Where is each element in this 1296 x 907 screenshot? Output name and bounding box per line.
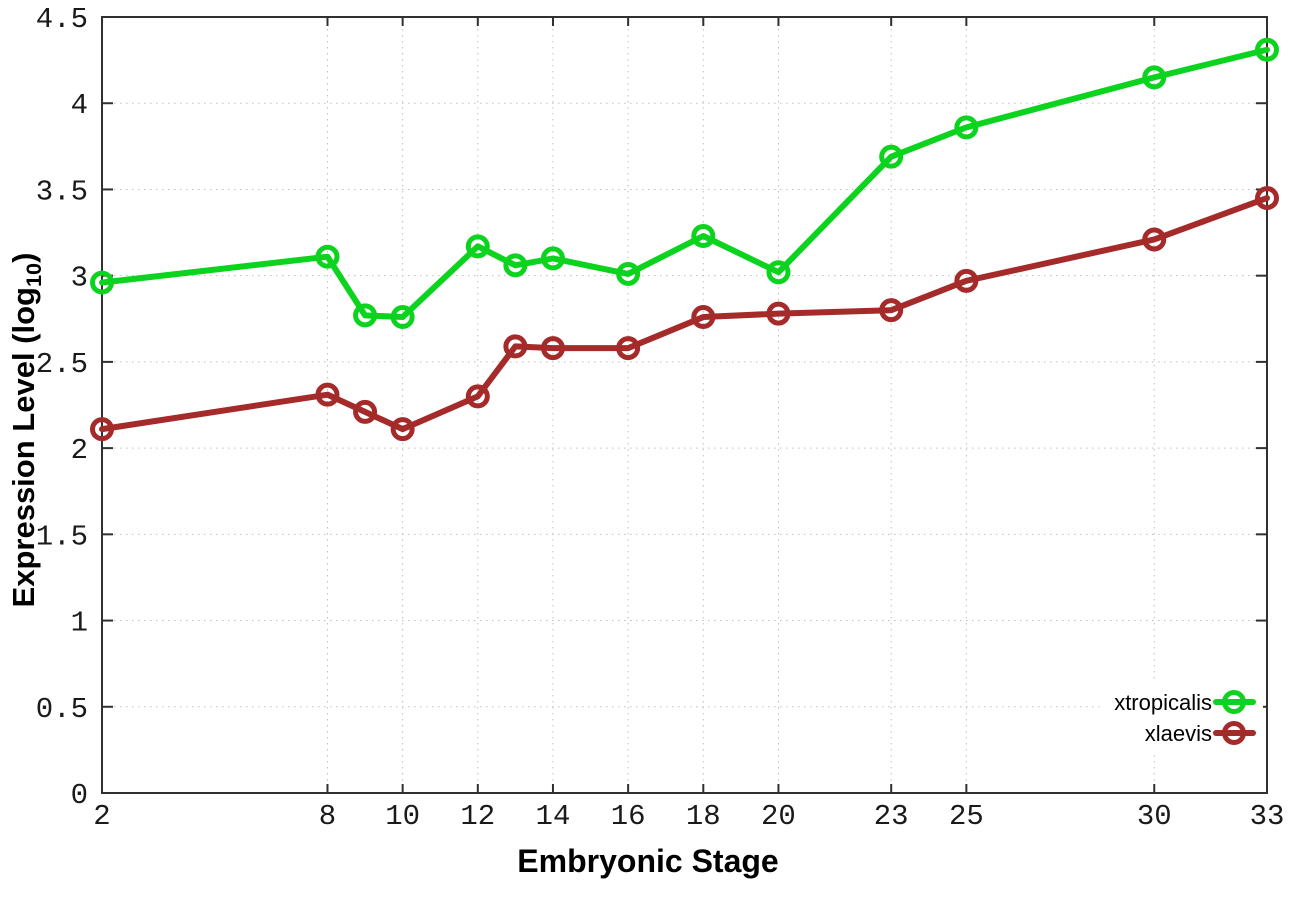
series-xtropicalis-marker (691, 224, 716, 249)
y-tick-label: 3.5 (36, 175, 88, 208)
series-xlaevis-marker (879, 298, 904, 323)
series-xlaevis-marker (540, 336, 565, 361)
legend-marker-xlaevis (1222, 721, 1246, 745)
x-tick-label: 8 (319, 800, 336, 833)
series-xtropicalis-marker (616, 261, 641, 286)
y-tick-label: 1.5 (36, 520, 88, 553)
y-tick-label: 4 (71, 89, 88, 122)
x-tick-label: 23 (874, 800, 909, 833)
x-tick-label: 10 (385, 800, 420, 833)
series-xlaevis-marker (90, 417, 114, 442)
y-tick-label: 1 (71, 607, 88, 640)
x-tick-label: 25 (949, 800, 984, 833)
y-tick-label: 0 (71, 779, 88, 812)
series-xtropicalis-marker (315, 244, 340, 269)
gridlines (102, 17, 1267, 793)
y-axis-title-subscript: 10 (21, 262, 47, 288)
legend-label-xtropicalis: xtropicalis (1114, 690, 1212, 715)
series-xtropicalis-marker (1142, 65, 1167, 90)
x-tick-label: 12 (460, 800, 495, 833)
series-xtropicalis-marker (503, 253, 528, 278)
series-xtropicalis-marker (390, 305, 415, 330)
series-xtropicalis-marker (465, 234, 490, 259)
series-xlaevis-line (99, 195, 1270, 433)
x-tick-label: 18 (686, 800, 721, 833)
series-xtropicalis-marker (90, 270, 114, 295)
x-axis-title: Embryonic Stage (517, 843, 779, 879)
y-axis-title: Expression Level (log10) (6, 180, 50, 680)
x-tick-label: 16 (611, 800, 646, 833)
series-xlaevis-marker (1255, 186, 1279, 211)
series-xlaevis-marker (616, 336, 641, 361)
series-xlaevis-marker (691, 305, 716, 330)
series-xtropicalis-marker (1255, 37, 1279, 62)
y-axis-title-text: Expression Level (log (6, 287, 41, 608)
y-tick-label: 2 (71, 434, 88, 467)
series-xlaevis-marker (353, 399, 378, 424)
x-tick-label: 20 (761, 800, 796, 833)
tick-marks (101, 16, 1268, 794)
series-xlaevis-marker (766, 301, 791, 326)
y-axis-title-close: ) (6, 252, 41, 263)
series-xtropicalis-marker (540, 246, 565, 271)
tick-labels: 0 0.5 1 1.5 2 2.5 3 3.5 4 4.5 2 8 10 12 14 16 18 20 23 25 30… (36, 3, 1285, 833)
series-xlaevis-marker (954, 268, 979, 293)
y-tick-label: 0.5 (36, 693, 88, 726)
legend-marker-xtropicalis (1222, 690, 1246, 714)
series-xtropicalis-marker (766, 260, 791, 285)
series-xtropicalis-marker (879, 144, 904, 169)
y-tick-label: 2.5 (36, 348, 88, 381)
y-tick-label: 4.5 (36, 3, 88, 36)
series-xlaevis-marker (465, 384, 490, 409)
x-tick-label: 33 (1250, 800, 1285, 833)
x-tick-label: 30 (1137, 800, 1172, 833)
series-xlaevis (90, 186, 1279, 442)
series-xlaevis-marker (390, 417, 415, 442)
series-xlaevis-marker (1142, 227, 1167, 252)
y-tick-label: 3 (71, 262, 88, 295)
series-xlaevis-marker (503, 334, 528, 359)
plot-border (101, 16, 1268, 794)
x-tick-label: 2 (93, 800, 110, 833)
x-tick-label: 14 (536, 800, 571, 833)
series-xtropicalis-marker (954, 115, 979, 140)
legend-label-xlaevis: xlaevis (1145, 721, 1212, 746)
series-xtropicalis-marker (353, 303, 378, 328)
legend: xtropicalis xlaevis (1102, 682, 1263, 752)
series-xtropicalis (90, 37, 1279, 330)
series-xlaevis-marker (315, 382, 340, 407)
series-xtropicalis-line (99, 46, 1270, 321)
